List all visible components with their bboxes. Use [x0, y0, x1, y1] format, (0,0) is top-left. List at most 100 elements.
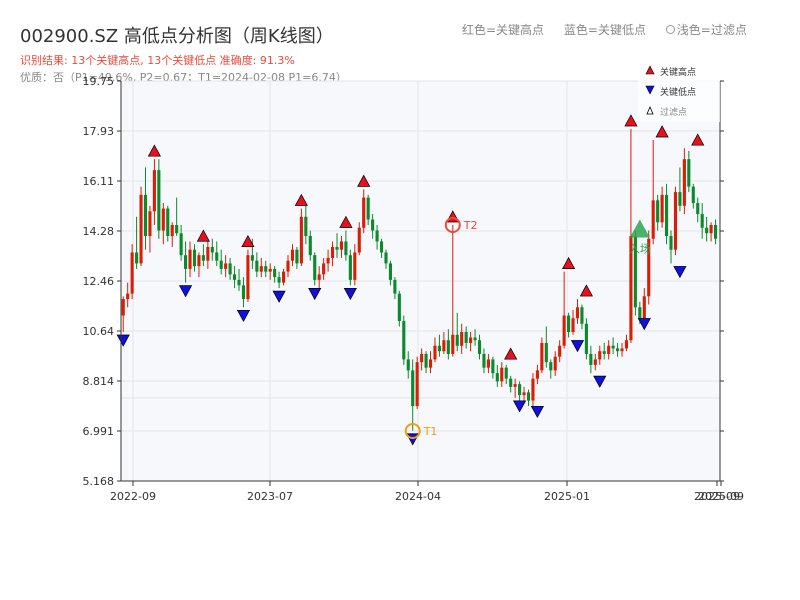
t2-label: T2 [463, 219, 478, 232]
candle-body [233, 274, 237, 280]
blue-down-triangle-icon [645, 85, 655, 95]
x-tick-label: 2022-09 [110, 490, 156, 503]
candle-body [531, 378, 535, 401]
y-tick-label: 10.64 [83, 325, 115, 338]
candle-body [308, 235, 312, 256]
x-tick-label: 2024-04 [395, 490, 441, 503]
y-tick-label: 14.28 [83, 225, 115, 238]
candle-body [317, 274, 321, 280]
candle-body [206, 246, 210, 261]
candle-body [179, 233, 183, 256]
candle-body [250, 255, 254, 261]
candle-body [170, 225, 174, 236]
legend-light-text: 浅色=过滤点 [676, 23, 747, 37]
candle-body [442, 340, 446, 352]
candle-body [188, 249, 192, 269]
candle-body [518, 384, 522, 396]
candle-body [139, 194, 143, 264]
candle-body [330, 246, 335, 258]
candle-body [192, 249, 197, 267]
candle-body [371, 219, 375, 231]
candle-body [509, 378, 513, 387]
key-low-marker [570, 340, 585, 353]
key-high-marker [504, 347, 518, 360]
candles-layer [121, 129, 718, 431]
key-high-marker [624, 114, 638, 127]
candle-body [246, 255, 250, 300]
legend-item-high: 关键高点 [660, 66, 696, 78]
candle-body [148, 211, 152, 236]
candle-body [264, 266, 268, 272]
candle-body [437, 345, 441, 352]
color-legend: 红色=关键高点 蓝色=关键低点 浅色=过滤点 [462, 21, 763, 38]
candle-body [633, 235, 637, 308]
candle-body [335, 246, 339, 250]
candle-body [362, 197, 366, 228]
marker-legend: 关键高点 关键低点 过滤点 [638, 62, 720, 122]
candle-body [428, 359, 433, 368]
candle-body [647, 238, 651, 297]
key-high-marker [579, 284, 593, 297]
candle-body [348, 255, 352, 280]
candle-body [135, 252, 139, 264]
page-title: 002900.SZ 高低点分析图（周K线图） [20, 26, 334, 47]
candle-body [366, 197, 370, 220]
candle-body [402, 321, 406, 360]
y-tick-label: 6.991 [83, 425, 115, 438]
candle-body [656, 200, 660, 223]
candle-body [259, 266, 263, 272]
candle-body [255, 260, 259, 272]
legend-red-text: 红色=关键高点 [462, 23, 545, 37]
t1-circle [404, 422, 421, 439]
candle-body [491, 359, 495, 374]
key-low-marker [178, 285, 193, 298]
candle-body [379, 241, 384, 253]
key-low-marker [272, 290, 286, 303]
candle-body [500, 367, 504, 382]
candle-body [544, 342, 548, 363]
candle-body [473, 337, 477, 341]
candle-body [393, 279, 397, 294]
t1-label: T1 [423, 425, 438, 438]
key-low-marker [513, 400, 527, 413]
candle-body [455, 334, 459, 346]
candle-body [513, 384, 517, 387]
candle-body [713, 225, 718, 239]
candle-body [152, 170, 156, 212]
key-low-marker [343, 288, 357, 301]
candle-body [598, 351, 602, 360]
candle-body [175, 225, 179, 234]
candle-body [678, 192, 682, 206]
y-axis: 19.75 17.93 16.11 14.28 12.46 10.64 8.814 6.991… [83, 75, 724, 488]
candle-body [589, 353, 593, 365]
candle-body [411, 370, 415, 407]
key-low-marker [530, 405, 544, 419]
candle-body [268, 268, 272, 272]
key-high-marker [339, 215, 353, 228]
candle-body [522, 392, 526, 396]
candle-body [126, 293, 130, 300]
legend-light-item: 浅色=过滤点 [665, 23, 747, 37]
candle-body [277, 277, 281, 283]
x-tick-label: 2025-09 [694, 490, 740, 503]
key-low-marker [637, 318, 651, 331]
candle-body [673, 192, 678, 250]
candle-body [273, 268, 277, 278]
candle-body [558, 345, 562, 357]
x-tick-label: 2025-01 [544, 490, 590, 503]
candle-body [553, 356, 557, 371]
candle-body [299, 216, 303, 264]
y-tick-label: 12.46 [83, 275, 115, 288]
candle-body [584, 323, 588, 354]
candle-body [397, 293, 401, 322]
candle-body [451, 334, 455, 354]
candle-body [344, 241, 348, 256]
candle-body [705, 227, 709, 234]
hollow-triangle-icon [646, 105, 654, 115]
candle-body [224, 263, 228, 269]
y-tick-label: 8.814 [83, 375, 115, 388]
candle-body [339, 241, 344, 250]
candle-body [157, 170, 161, 231]
y-tick-label: 5.168 [83, 475, 115, 488]
entry-marker [629, 219, 650, 238]
